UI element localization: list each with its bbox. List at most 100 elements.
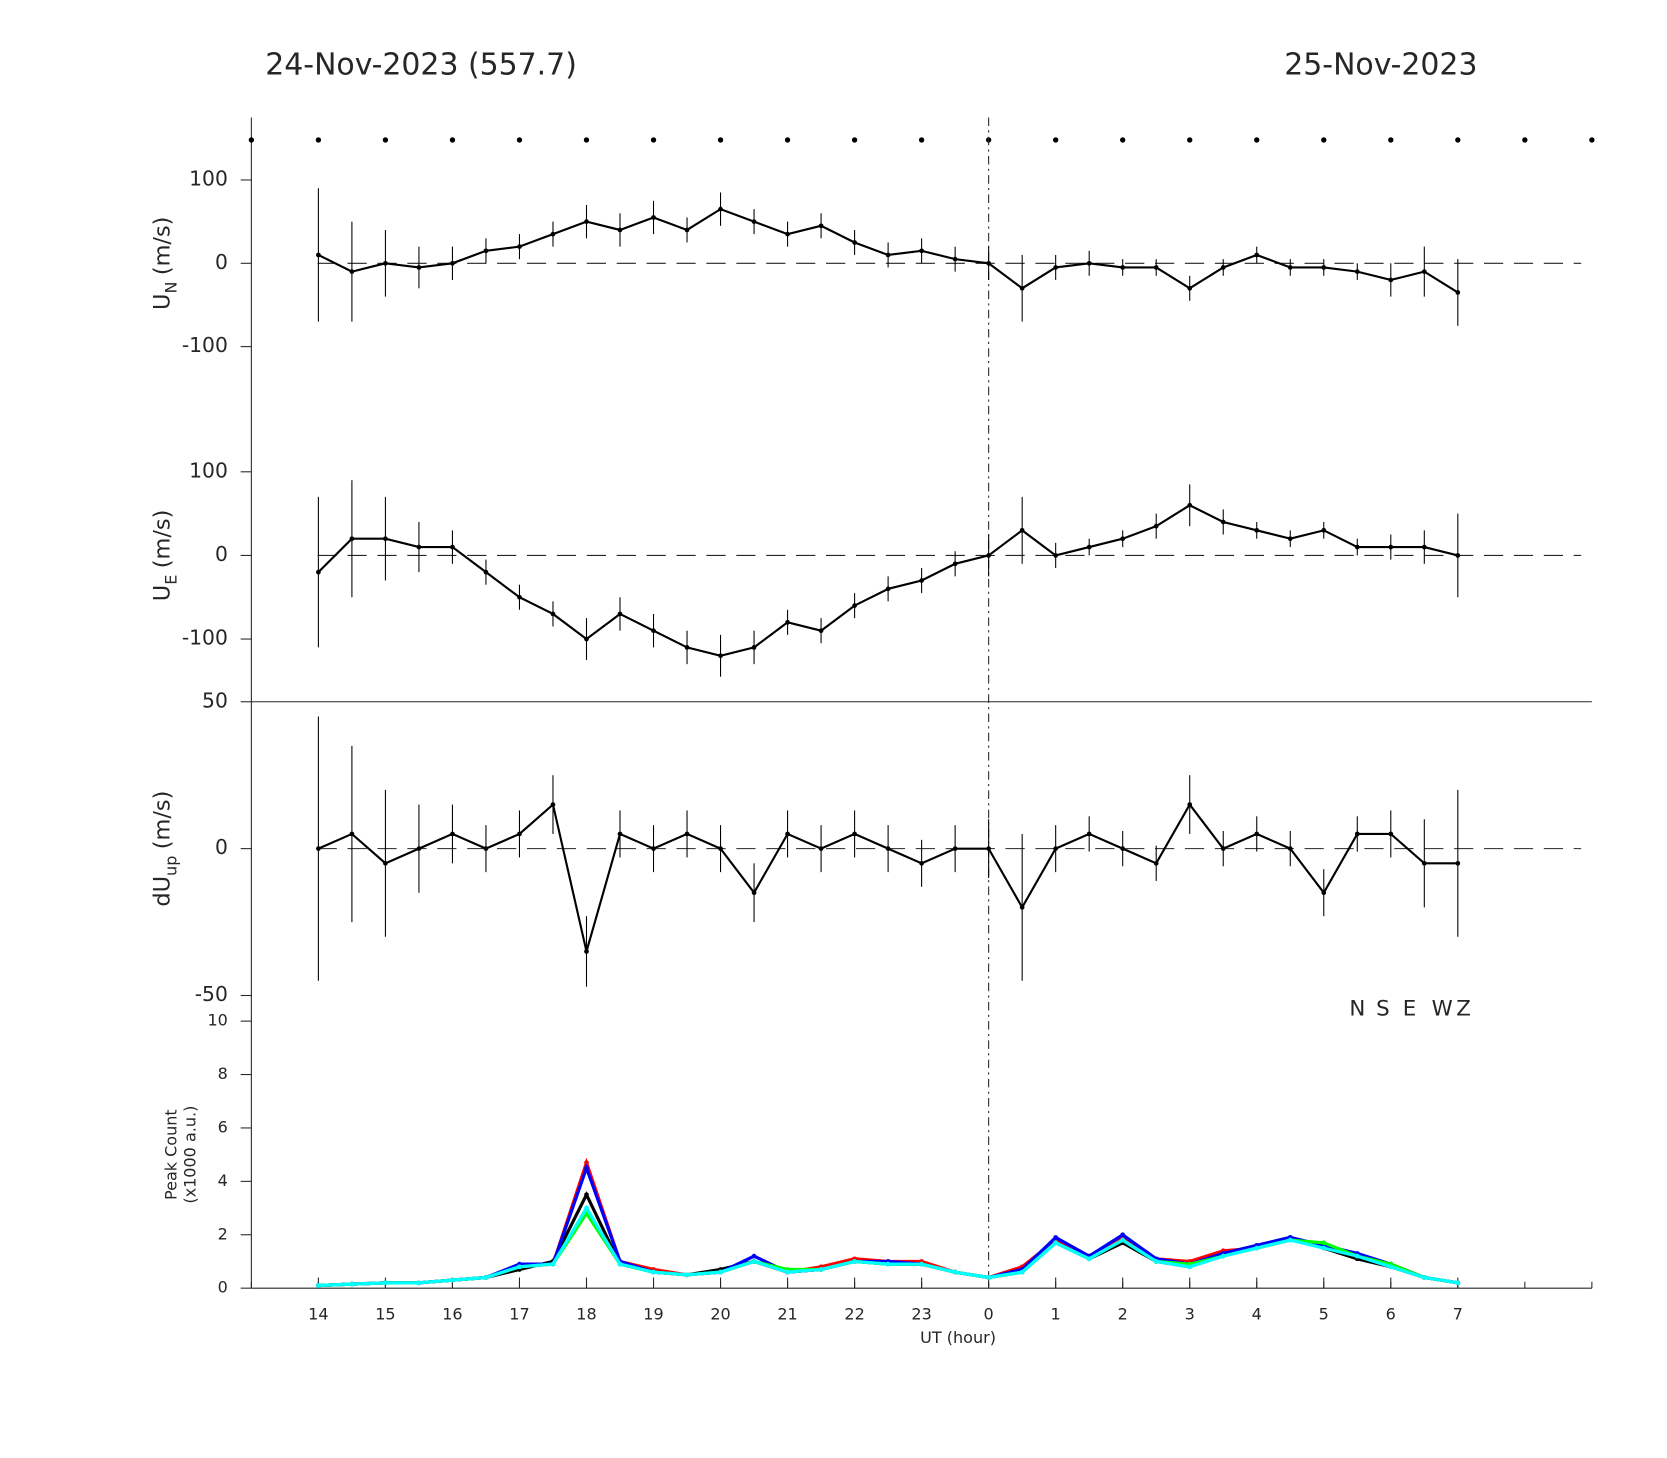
x-tick-label: 2	[1118, 1304, 1128, 1323]
data-point	[1421, 860, 1427, 866]
data-point	[952, 561, 958, 567]
x-tick-label: 14	[308, 1304, 328, 1323]
y-tick-label: 10	[207, 1011, 227, 1030]
legend-entry: Z	[1456, 996, 1471, 1021]
data-point	[1019, 1269, 1025, 1275]
data-point	[1287, 265, 1293, 270]
data-point	[751, 890, 757, 896]
data-point	[584, 1205, 589, 1211]
data-point	[718, 1269, 723, 1275]
data-point	[1053, 265, 1059, 270]
data-point	[952, 1269, 958, 1275]
y-tick-label: 8	[218, 1064, 228, 1083]
data-point	[517, 594, 522, 600]
data-point	[1321, 527, 1327, 533]
data-point	[383, 1280, 388, 1286]
x-tick-label: 0	[984, 1304, 994, 1323]
data-point	[1019, 285, 1025, 291]
data-point	[1455, 1280, 1461, 1286]
data-point	[1354, 269, 1360, 274]
data-point	[383, 860, 388, 866]
x-tick-label: 18	[576, 1304, 596, 1323]
data-point	[1187, 802, 1193, 807]
data-point	[1388, 831, 1394, 837]
data-point	[818, 846, 824, 851]
data-point	[1455, 553, 1461, 558]
y-axis-label: UN (m/s)	[149, 217, 180, 310]
data-point	[1187, 285, 1193, 291]
y-tick-label: 0	[218, 1278, 228, 1297]
data-point	[1086, 544, 1092, 550]
y-axis-label: dUup (m/s)	[149, 791, 180, 907]
x-tick-label: 17	[509, 1304, 529, 1323]
data-point	[450, 544, 455, 550]
data-point	[1321, 1240, 1327, 1246]
data-point	[1053, 846, 1059, 851]
data-point	[885, 846, 891, 851]
data-point	[617, 227, 623, 233]
y-tick-label: 100	[189, 166, 228, 190]
x-tick-label: 6	[1386, 1304, 1396, 1323]
data-point	[1354, 831, 1360, 837]
data-point	[919, 1261, 924, 1267]
data-point	[1388, 544, 1394, 550]
data-point	[483, 846, 489, 851]
data-point	[517, 244, 522, 249]
x-tick-label: 16	[442, 1304, 462, 1323]
data-point	[1421, 269, 1427, 274]
data-point	[1354, 544, 1360, 550]
data-point	[818, 628, 824, 634]
data-point	[1120, 536, 1126, 542]
data-point	[1053, 1240, 1059, 1246]
data-point	[1455, 290, 1461, 295]
data-point	[550, 231, 556, 237]
hour-dot	[248, 137, 255, 143]
data-point	[885, 252, 891, 258]
x-tick-label: 21	[777, 1304, 797, 1323]
y-tick-label: 2	[218, 1224, 228, 1243]
data-point	[517, 1264, 522, 1270]
data-point	[751, 1253, 757, 1259]
x-tick-label: 22	[844, 1304, 864, 1323]
data-point	[1053, 553, 1059, 558]
data-point	[1220, 1253, 1226, 1259]
data-point	[919, 578, 924, 583]
data-point	[383, 260, 388, 266]
data-point	[651, 846, 656, 851]
hour-dot	[1187, 137, 1193, 143]
data-point	[684, 227, 690, 233]
data-point	[885, 586, 891, 592]
y-tick-label: 4	[218, 1171, 228, 1190]
data-point	[450, 260, 455, 266]
legend-entry: S	[1376, 996, 1390, 1021]
data-point	[550, 611, 556, 617]
data-point	[349, 831, 355, 837]
data-point	[1321, 1245, 1327, 1251]
data-point	[1321, 890, 1327, 896]
data-point	[1053, 1235, 1059, 1240]
y-axis-label: Peak Count(x1000 a.u.)	[161, 1106, 199, 1204]
y-label-main: dU	[149, 876, 175, 907]
y-label-main: U	[149, 585, 175, 601]
hour-dot	[1120, 137, 1126, 143]
data-point	[416, 846, 422, 851]
y-tick-label: 100	[189, 458, 228, 482]
data-point	[751, 219, 757, 224]
data-point	[785, 619, 790, 625]
data-point	[1287, 846, 1293, 851]
data-point	[316, 1283, 321, 1288]
data-point	[1120, 1232, 1126, 1238]
y-tick-label: -100	[182, 626, 228, 650]
hour-dot	[516, 137, 523, 143]
hour-dot	[650, 137, 657, 143]
x-tick-label: 3	[1185, 1304, 1195, 1323]
data-point	[584, 949, 589, 954]
x-tick-label: 20	[710, 1304, 730, 1323]
hour-dot	[1321, 137, 1327, 143]
data-point	[1086, 1256, 1092, 1262]
data-point	[1153, 523, 1159, 529]
data-point	[483, 248, 489, 254]
data-point	[1388, 277, 1394, 283]
data-point	[483, 1275, 489, 1280]
